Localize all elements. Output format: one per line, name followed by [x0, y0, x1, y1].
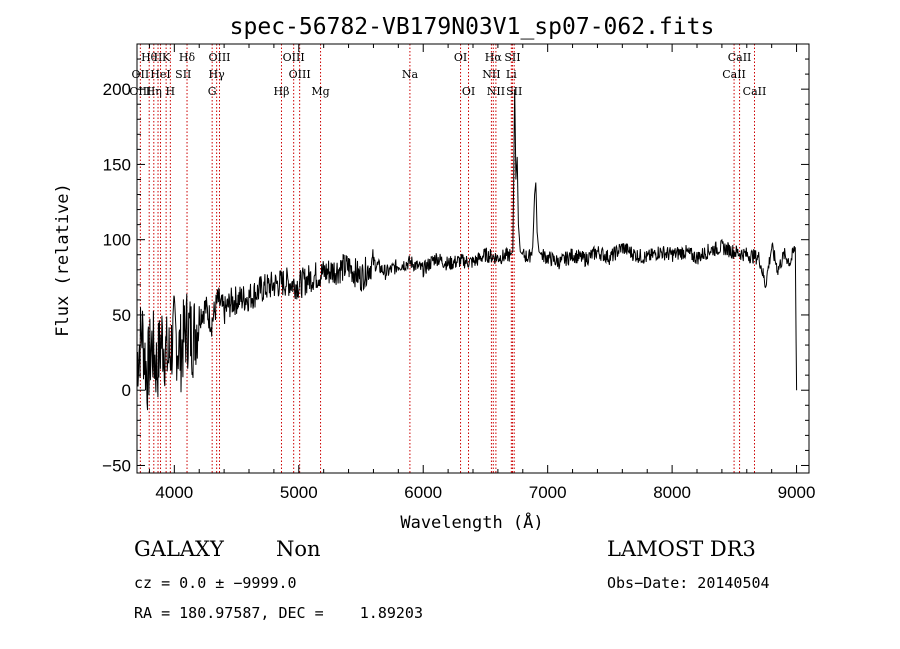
- spectral-line-label: G: [208, 85, 217, 98]
- axis-ticks: 4000 5000 6000 7000 8000 9000 −50 0 50 100 150 200: [102, 44, 815, 502]
- y-tick-label: 0: [122, 381, 131, 400]
- spectral-line-label: OIII: [208, 51, 230, 64]
- x-tick-label: 8000: [653, 483, 691, 502]
- spectral-line-label: II: [154, 51, 163, 64]
- x-tick-label: 9000: [778, 483, 816, 502]
- spectral-line-label: SII: [504, 51, 520, 64]
- survey-name: LAMOST DR3: [607, 537, 756, 561]
- spectral-line-label: OIII: [129, 85, 151, 98]
- spectral-marker-lines: [139, 44, 755, 473]
- spectral-line-label: CaII: [728, 51, 752, 64]
- y-tick-label: 100: [103, 231, 131, 250]
- spectral-line-label: OIII: [283, 51, 305, 64]
- x-tick-label: 5000: [280, 483, 318, 502]
- y-tick-label: −50: [102, 456, 131, 475]
- x-tick-label: 7000: [529, 483, 567, 502]
- spectral-line-label: Mg: [311, 85, 329, 98]
- spectral-line-label: Hγ: [209, 68, 226, 81]
- spectral-line-label: OI: [454, 51, 467, 64]
- spectral-line-label: SII: [175, 68, 191, 81]
- spectral-line-label: HeI: [150, 68, 170, 81]
- spectral-line-label: OIII: [289, 68, 311, 81]
- spectral-line-label: NII: [487, 85, 505, 98]
- x-axis-label: Wavelength (Å): [400, 511, 543, 533]
- chart-title: spec-56782-VB179N03V1_sp07-062.fits: [230, 14, 715, 40]
- y-tick-label: 50: [112, 306, 131, 325]
- spectrum-line: [136, 89, 798, 411]
- spectral-line-label: Hδ: [179, 51, 196, 64]
- spectral-line-label: CaII: [743, 85, 767, 98]
- y-tick-label: 150: [103, 155, 131, 174]
- spectral-line-label: OI: [462, 85, 475, 98]
- object-subclass: Non: [276, 537, 321, 561]
- x-tick-label: 6000: [404, 483, 442, 502]
- spectral-line-label: Hθ: [141, 51, 158, 64]
- spectral-line-label: Hβ: [274, 85, 290, 98]
- spectral-line-label: Li: [506, 68, 517, 81]
- spectral-line-label: K: [162, 51, 171, 64]
- y-tick-label: 200: [103, 80, 131, 99]
- spectral-line-label: Hα: [485, 51, 503, 64]
- spectral-line-label: CaII: [722, 68, 746, 81]
- y-axis-label: Flux (relative): [53, 183, 73, 337]
- spectral-line-label: Na: [402, 68, 419, 81]
- object-class: GALAXY: [134, 537, 224, 561]
- spectral-line-label: H: [166, 85, 176, 98]
- redshift-value: cz = 0.0 ± −9999.0: [134, 574, 297, 592]
- spectral-line-label: Hη: [146, 85, 162, 98]
- observation-date: Obs−Date: 20140504: [607, 574, 770, 592]
- x-tick-label: 4000: [155, 483, 193, 502]
- spectral-line-label: NII: [482, 68, 500, 81]
- coordinates: RA = 180.97587, DEC = 1.89203: [134, 604, 423, 622]
